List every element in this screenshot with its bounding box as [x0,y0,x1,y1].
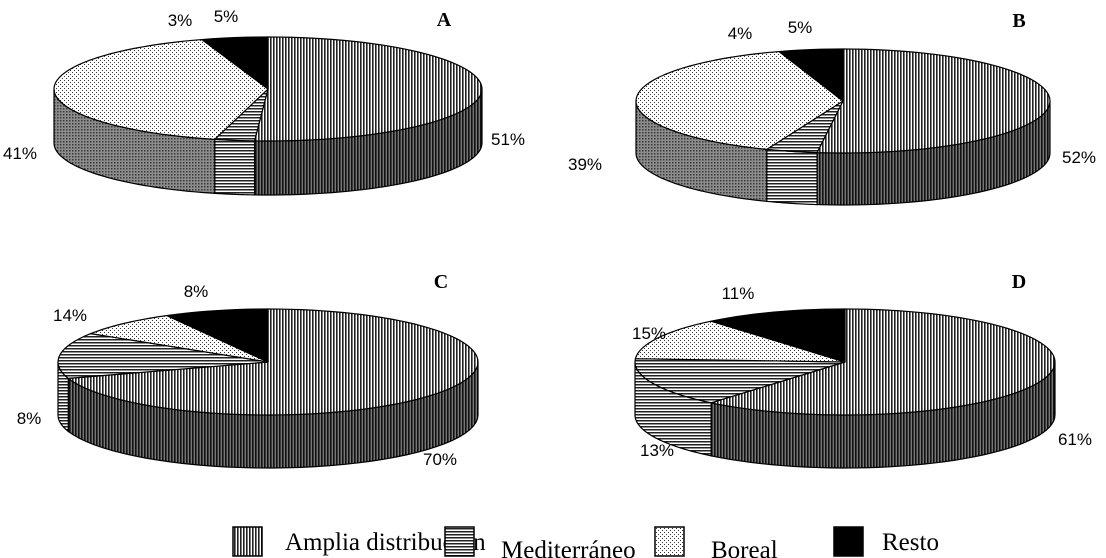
legend-swatch-resto [833,526,864,557]
pie-c: C 70% 14% 8% 8% [17,271,479,469]
pie-d-label-boreal: 13% [640,441,674,460]
pie-a-side-mediterraneo [214,138,256,196]
pie-c-label-amplia: 70% [423,450,457,469]
legend: Amplia distribución Mediterráneo Boreal … [232,526,939,558]
pie-d-slice-resto [710,308,846,363]
pie-b-label-resto: 5% [788,18,813,37]
pie-a-slice-resto [201,36,269,90]
pie-b-slice-resto [778,48,844,102]
pie-c-label-resto: 8% [184,282,209,301]
pie-d-slice-amplia [710,308,1056,416]
pie-b-slice-mediterraneo [766,100,844,154]
pie-d-letter: D [1012,271,1026,293]
pie-a: A 51% 3% 41% 5% [3,7,525,196]
pie-b-slice-boreal [635,50,844,150]
pie-a-label-mediterraneo: 3% [168,11,193,30]
pie-b-side-mediterraneo [766,148,818,206]
pie-c-slice-boreal [90,314,269,363]
legend-label-boreal: Boreal [711,537,778,558]
legend-swatch-mediterraneo [444,526,475,557]
pie-c-label-mediterraneo: 14% [53,306,87,325]
legend-label-mediterraneo: Mediterráneo [501,537,636,558]
pie-a-label-boreal: 41% [3,144,37,163]
legend-swatch-boreal [654,526,685,557]
pie-a-letter: A [437,9,452,31]
pie-d-slice-mediterraneo [634,358,846,404]
pie-a-slice-boreal [53,38,269,140]
pie-b-label-mediterraneo: 4% [728,24,753,43]
pie-c-slice-mediterraneo [57,333,269,379]
pie-b: B 52% 4% 39% 5% [568,10,1096,206]
legend-swatch-amplia [232,526,263,557]
pie-d-label-resto: 11% [722,284,755,303]
pie-b-label-boreal: 39% [568,155,602,174]
pie-c-label-boreal: 8% [17,409,42,428]
pie-c-slice-resto [166,308,269,363]
legend-label-resto: Resto [882,529,939,556]
pie-b-letter: B [1012,10,1025,32]
pie-c-slice-amplia [67,308,479,416]
pie-d-slice-boreal [634,320,846,363]
pie-b-label-amplia: 52% [1062,148,1096,167]
pie-a-label-amplia: 51% [491,130,525,149]
pie-a-slice-amplia [253,36,483,142]
pie-d: D 61% 15% 13% 11% [632,271,1092,469]
pie-a-label-resto: 5% [214,7,239,26]
pie-d-label-amplia: 61% [1058,430,1092,449]
pie-d-label-mediterraneo: 15% [632,324,666,343]
pie-c-letter: C [434,271,448,293]
pie-b-slice-amplia [816,48,1051,154]
